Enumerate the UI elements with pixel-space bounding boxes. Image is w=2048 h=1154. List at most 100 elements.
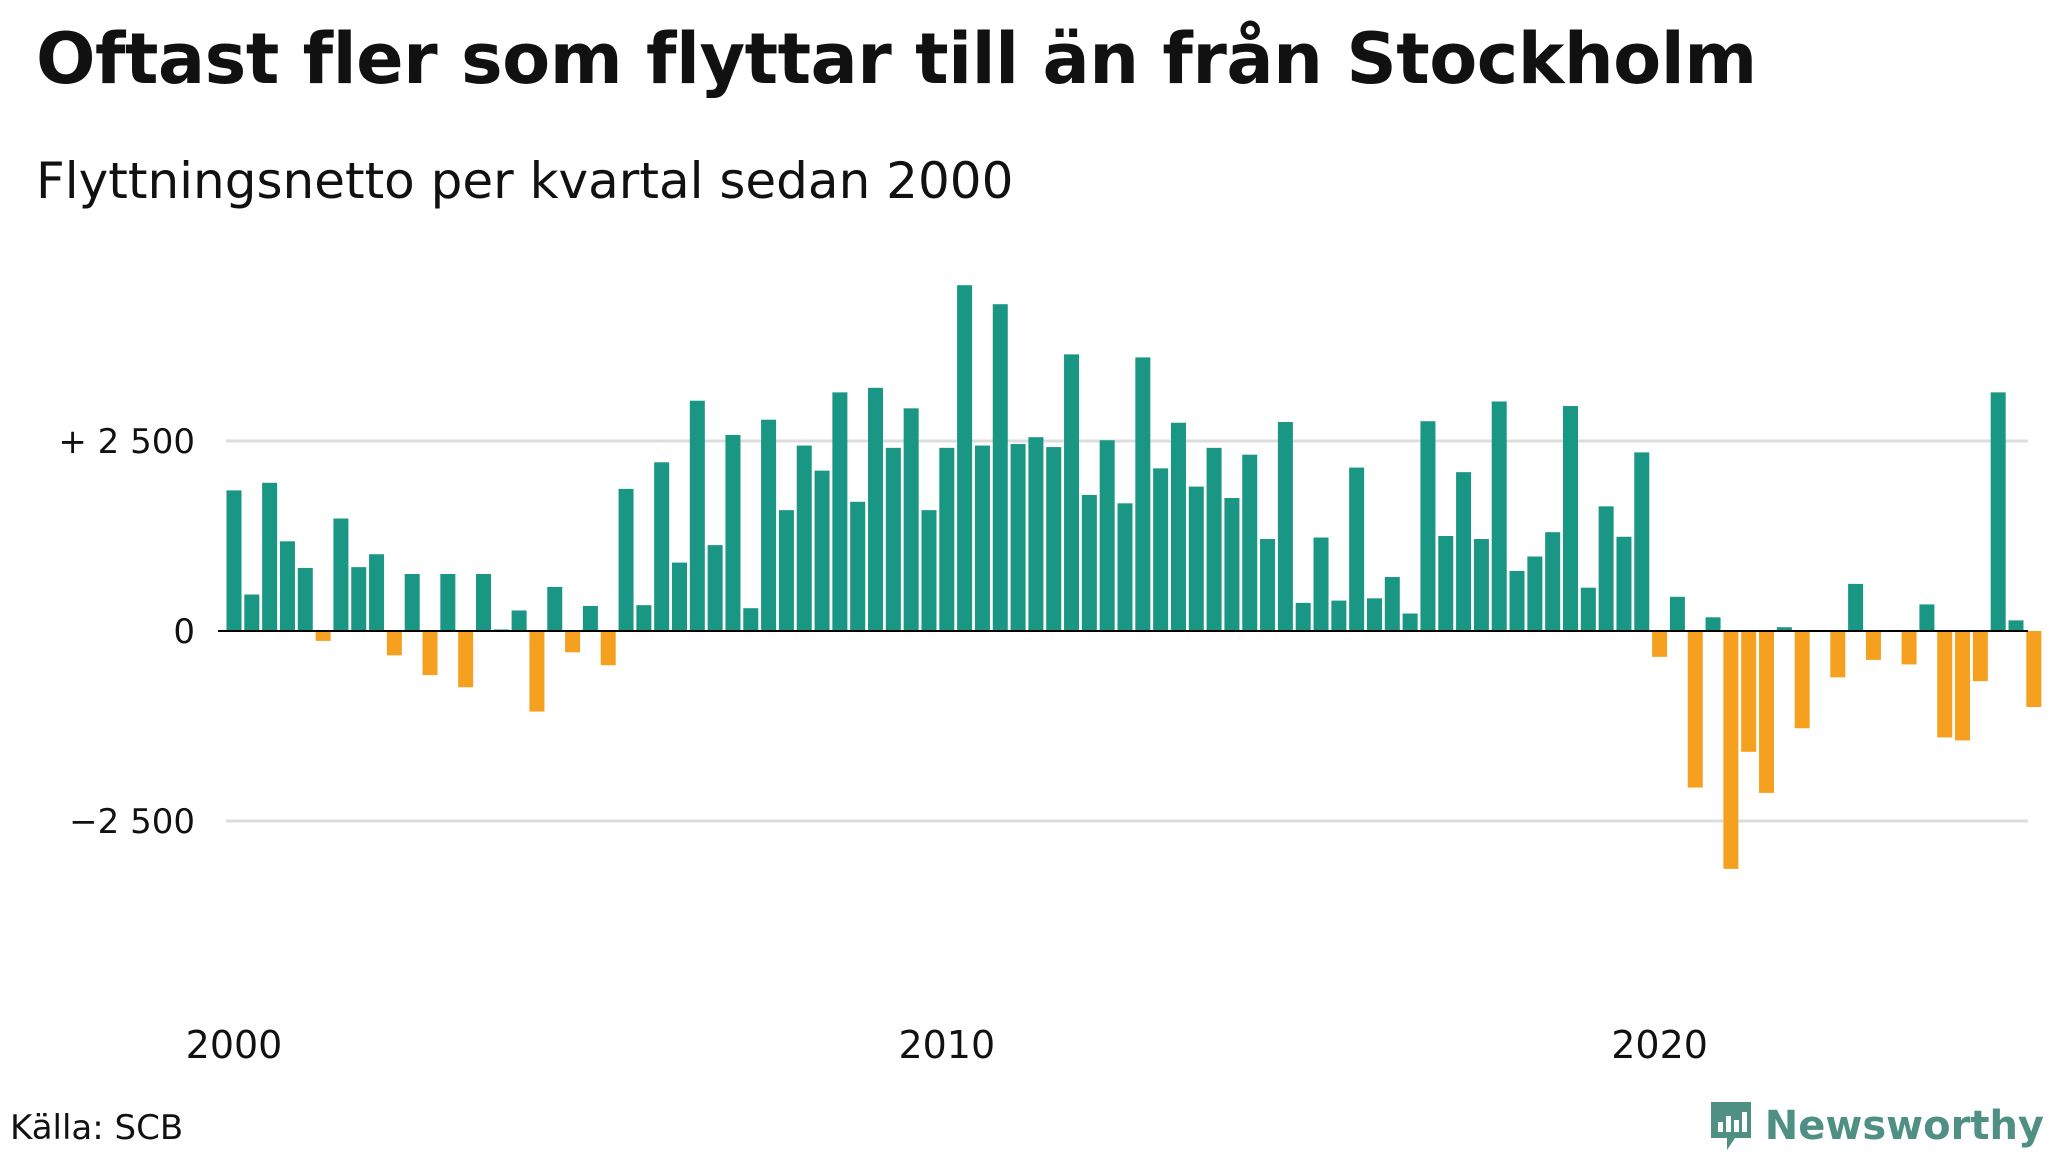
bar	[1705, 617, 1721, 631]
bar	[778, 510, 794, 631]
bar	[957, 285, 973, 631]
bar	[1135, 357, 1151, 631]
bar	[992, 304, 1008, 631]
bar	[1064, 354, 1080, 631]
newsworthy-logo-icon	[1710, 1102, 1751, 1150]
bar	[315, 631, 331, 641]
bar	[1545, 532, 1561, 631]
bar	[1634, 452, 1650, 631]
x-tick-label: 2010	[898, 1023, 995, 1067]
bar	[279, 541, 295, 631]
bar	[1099, 440, 1115, 631]
bar	[725, 434, 741, 631]
bar	[404, 574, 420, 631]
bar	[672, 562, 687, 631]
bar	[796, 445, 812, 631]
bars	[226, 285, 2042, 869]
bar	[1456, 472, 1472, 631]
bar	[262, 482, 278, 631]
y-tick-label: + 2 500	[58, 422, 195, 462]
bar	[1741, 631, 1757, 752]
bar	[618, 488, 634, 631]
bar	[1509, 570, 1525, 631]
bar	[885, 447, 901, 631]
x-tick-label: 2000	[186, 1023, 283, 1067]
chart-subtitle: Flyttningsnetto per kvartal sedan 2000	[36, 152, 1014, 210]
bar	[1420, 421, 1436, 631]
bar	[1848, 583, 1864, 631]
x-tick-label: 2020	[1611, 1023, 1708, 1067]
bar	[814, 470, 830, 631]
bar	[1972, 631, 1988, 682]
bar	[1242, 454, 1258, 631]
bar	[903, 408, 919, 631]
brand-logo: Newsworthy	[1707, 1098, 2044, 1154]
bar	[244, 594, 260, 631]
bar	[1438, 536, 1454, 631]
bar	[850, 501, 866, 631]
bar	[1081, 494, 1097, 631]
bar	[743, 608, 759, 631]
bar	[369, 554, 385, 631]
bar	[1723, 631, 1739, 869]
bar	[1170, 422, 1186, 631]
bar	[1901, 631, 1917, 665]
brand-name: Newsworthy	[1764, 1103, 2044, 1149]
bar	[689, 400, 705, 631]
bar	[1331, 600, 1347, 631]
bar	[974, 445, 990, 631]
bar	[547, 586, 563, 631]
bar	[1990, 392, 2006, 631]
bar	[1366, 598, 1382, 631]
bar	[1937, 631, 1953, 738]
bar	[1919, 604, 1935, 631]
bar	[600, 631, 616, 666]
bar	[939, 447, 955, 631]
bar	[297, 567, 313, 631]
bar	[2026, 631, 2042, 707]
bar	[1260, 539, 1276, 631]
bar	[1349, 467, 1365, 631]
bar	[1776, 627, 1792, 631]
bar	[1669, 596, 1685, 631]
bar	[582, 605, 598, 631]
axes: + 2 500 0 −2 500 2000 2010 2020	[58, 422, 2028, 1067]
bar	[1687, 631, 1703, 788]
bar	[1598, 506, 1614, 631]
bar	[458, 631, 474, 688]
bar	[440, 574, 456, 631]
bar	[1277, 422, 1293, 631]
bar	[1865, 631, 1881, 660]
bar	[1563, 406, 1578, 631]
bar	[351, 567, 367, 631]
bar	[1224, 498, 1240, 631]
bar	[1117, 503, 1133, 631]
y-tick-label: −2 500	[69, 802, 195, 842]
bar	[422, 631, 438, 676]
bar	[921, 510, 937, 631]
bar	[1295, 602, 1311, 631]
bar	[1028, 437, 1044, 631]
bar	[2008, 620, 2024, 631]
bar	[1527, 556, 1543, 631]
bar	[1313, 537, 1329, 631]
bar	[1384, 577, 1400, 631]
bar	[654, 462, 670, 631]
bar	[333, 518, 349, 631]
bar	[1046, 447, 1062, 631]
bar	[1206, 447, 1222, 631]
bar	[511, 610, 527, 631]
bar	[1652, 631, 1668, 657]
bar	[1759, 631, 1775, 793]
bar	[1830, 631, 1846, 678]
bar	[1491, 401, 1507, 631]
bar	[1402, 613, 1418, 631]
bar	[1580, 587, 1596, 631]
bar	[475, 574, 491, 631]
source-label: Källa: SCB	[10, 1108, 184, 1148]
bar	[529, 631, 545, 712]
bar	[1153, 468, 1169, 631]
bar	[761, 419, 777, 631]
bar	[1010, 444, 1026, 631]
chart-title: Oftast fler som flyttar till än från Sto…	[36, 18, 1757, 100]
